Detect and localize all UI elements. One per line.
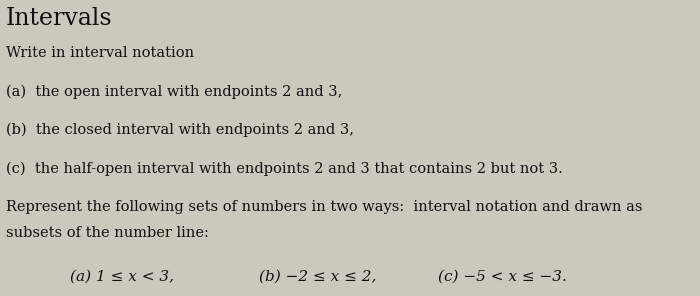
Text: (a) 1 ≤ x < 3,: (a) 1 ≤ x < 3, bbox=[70, 269, 174, 283]
Text: Write in interval notation: Write in interval notation bbox=[6, 46, 194, 60]
Text: (b) −2 ≤ x ≤ 2,: (b) −2 ≤ x ≤ 2, bbox=[259, 269, 377, 283]
Text: (a)  the open interval with endpoints 2 and 3,: (a) the open interval with endpoints 2 a… bbox=[6, 84, 342, 99]
Text: subsets of the number line:: subsets of the number line: bbox=[6, 226, 209, 240]
Text: (c)  the half-open interval with endpoints 2 and 3 that contains 2 but not 3.: (c) the half-open interval with endpoint… bbox=[6, 161, 562, 176]
Text: (b)  the closed interval with endpoints 2 and 3,: (b) the closed interval with endpoints 2… bbox=[6, 123, 354, 137]
Text: (c) −5 < x ≤ −3.: (c) −5 < x ≤ −3. bbox=[438, 269, 566, 283]
Text: Intervals: Intervals bbox=[6, 7, 112, 30]
Text: Represent the following sets of numbers in two ways:  interval notation and draw: Represent the following sets of numbers … bbox=[6, 200, 642, 214]
